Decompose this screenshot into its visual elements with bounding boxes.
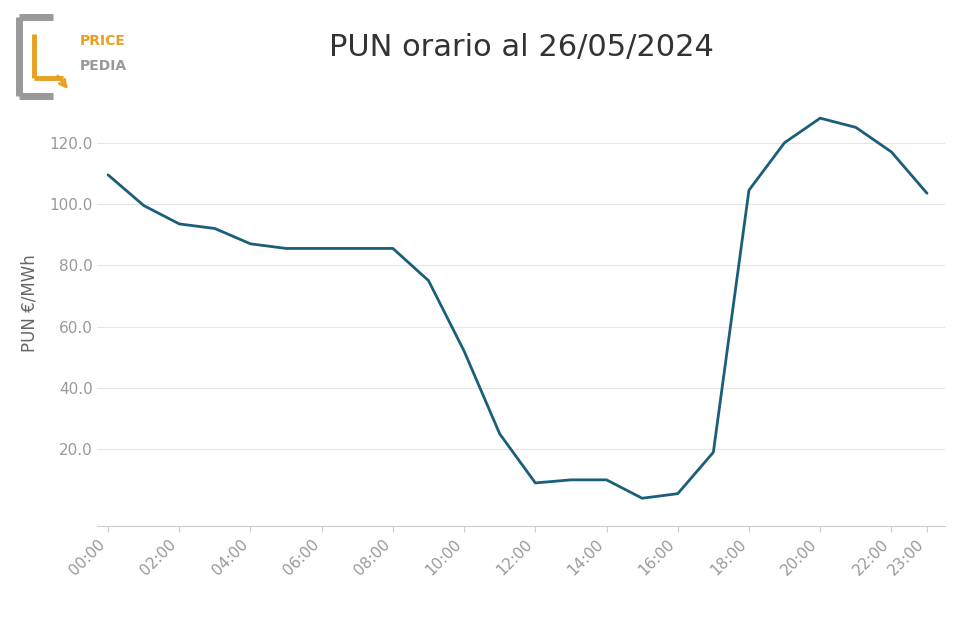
- Title: PUN orario al 26/05/2024: PUN orario al 26/05/2024: [328, 33, 714, 63]
- Y-axis label: PUN €/MWh: PUN €/MWh: [20, 255, 38, 352]
- Text: PRICE: PRICE: [80, 34, 126, 48]
- Text: PEDIA: PEDIA: [80, 59, 127, 73]
